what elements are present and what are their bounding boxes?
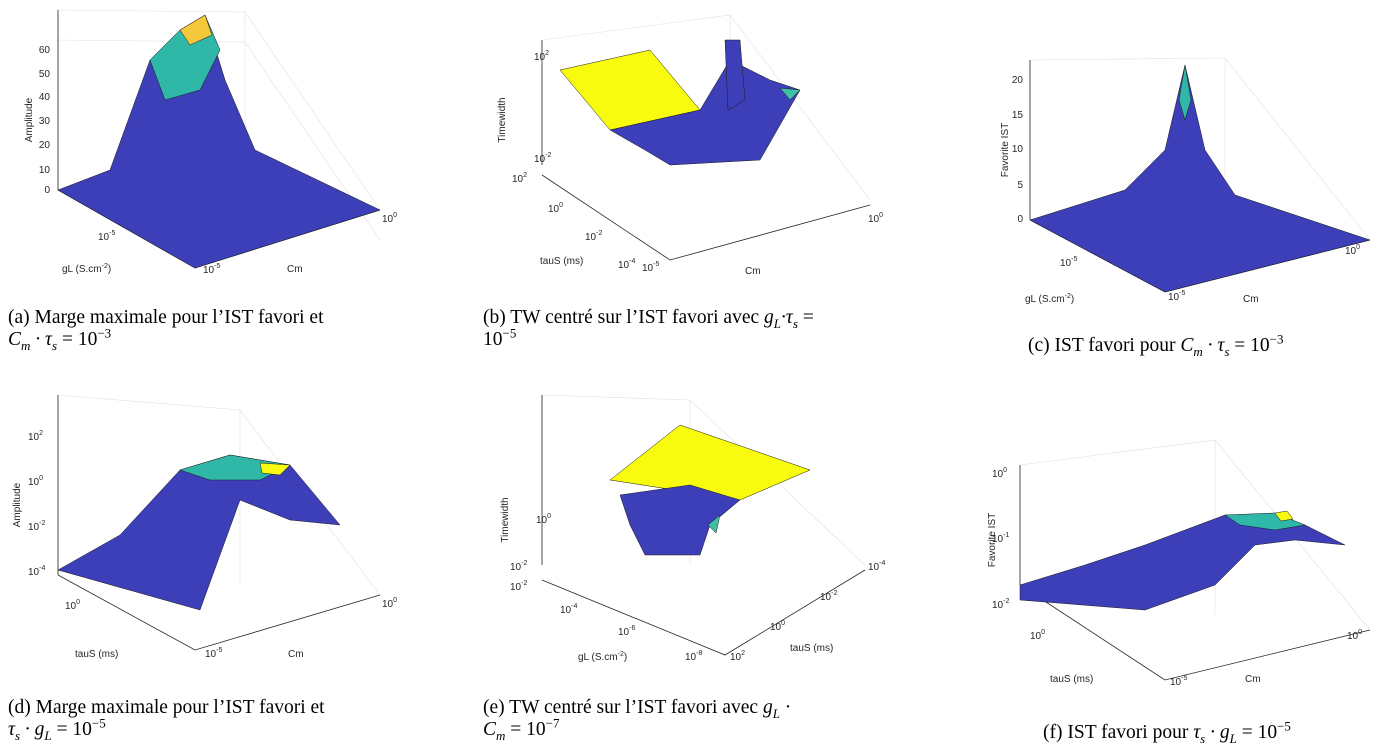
ylabel-e: tauS (ms) (790, 643, 833, 654)
svg-text:10-2: 10-2 (510, 560, 527, 573)
svg-text:10-2: 10-2 (534, 152, 551, 165)
svg-text:100: 100 (382, 597, 397, 610)
figure-f: 100 10-1 10-2 100 10-5 100 Favorite IST … (975, 385, 1387, 695)
zlabel-e: Timewidth (500, 497, 511, 542)
surface-plot-a: 0 10 20 30 40 50 60 Amplitude 10-5 10-5 … (24, 9, 397, 276)
svg-text:102: 102 (28, 430, 43, 443)
svg-text:10-5: 10-5 (205, 647, 222, 660)
svg-text:0: 0 (1017, 214, 1023, 225)
caption-e: (e) TW centré sur l’IST favori avec gL ·… (483, 697, 792, 743)
svg-text:30: 30 (39, 116, 51, 127)
ylabel-c: Cm (1243, 294, 1259, 305)
svg-text:20: 20 (1012, 75, 1024, 86)
surface-plot-c: 0 5 10 15 20 10-5 10-5 100 Favorite IST … (1000, 57, 1371, 305)
surface-e-flat (609, 424, 811, 501)
svg-text:100: 100 (1345, 244, 1360, 257)
xlabel-b: tauS (ms) (540, 256, 583, 267)
svg-text:15: 15 (1012, 110, 1024, 121)
zlabel-c: Favorite IST (1000, 123, 1011, 177)
ylabel-b: Cm (745, 266, 761, 277)
svg-text:10-6: 10-6 (618, 625, 635, 638)
svg-text:100: 100 (868, 212, 883, 225)
caption-f: (f) IST favori pour τs · gL = 10−5 (1043, 718, 1291, 746)
zlabel-f: Favorite IST (987, 513, 998, 567)
ytick-a-1: 100 (382, 212, 397, 225)
svg-text:10-4: 10-4 (28, 565, 45, 578)
svg-text:102: 102 (534, 50, 549, 63)
xlabel-a: gL (S.cm-2) (62, 263, 111, 275)
caption-a: (a) Marge maximale pour l’IST favori et … (8, 307, 324, 353)
svg-text:40: 40 (39, 92, 51, 103)
svg-text:10-2: 10-2 (992, 598, 1009, 611)
svg-text:102: 102 (730, 650, 745, 663)
svg-text:10-4: 10-4 (868, 560, 885, 573)
surface-f (1019, 514, 1346, 611)
surface-plot-f: 100 10-1 10-2 100 10-5 100 Favorite IST … (987, 439, 1371, 688)
caption-c: (c) IST favori pour Cm · τs = 10−3 (1028, 331, 1284, 359)
svg-text:100: 100 (770, 620, 785, 633)
svg-text:10-2: 10-2 (585, 230, 602, 243)
ytick-a-0: 10-5 (203, 263, 220, 276)
svg-text:50: 50 (39, 69, 51, 80)
surface-e-well (619, 484, 741, 556)
caption-d: (d) Marge maximale pour l’IST favori et … (8, 697, 325, 743)
xlabel-c: gL (S.cm-2) (1025, 293, 1074, 305)
figure-e: 100 10-2 10-2 10-4 10-6 10-8 102 100 10-… (470, 385, 900, 675)
surface-a (57, 14, 381, 269)
svg-text:100: 100 (536, 513, 551, 526)
figure-b: 102 10-2 102 100 10-2 10-4 10-5 100 Time… (470, 0, 900, 300)
surface-plot-e: 100 10-2 10-2 10-4 10-6 10-8 102 100 10-… (500, 394, 885, 663)
figure-a: 0 10 20 30 40 50 60 Amplitude 10-5 10-5 … (0, 0, 400, 300)
surface-d (57, 454, 341, 611)
svg-text:10-5: 10-5 (1168, 290, 1185, 303)
svg-text:60: 60 (39, 45, 51, 56)
surface-plot-b: 102 10-2 102 100 10-2 10-4 10-5 100 Time… (497, 14, 883, 277)
xlabel-f: tauS (ms) (1050, 674, 1093, 685)
svg-text:10-5: 10-5 (1170, 675, 1187, 688)
zlabel-a: Amplitude (24, 97, 35, 142)
svg-text:10-2: 10-2 (28, 520, 45, 533)
svg-text:5: 5 (1017, 180, 1023, 191)
svg-text:10-4: 10-4 (560, 603, 577, 616)
svg-text:10-5: 10-5 (1060, 256, 1077, 269)
surface-plot-d: 102 100 10-2 10-4 100 10-5 100 Amplitude… (12, 394, 397, 660)
caption-b: (b) TW centré sur l’IST favori avec gL·τ… (483, 307, 814, 350)
zlabel-b: Timewidth (497, 97, 508, 142)
surface-c (1029, 64, 1371, 293)
svg-text:10-1: 10-1 (992, 532, 1009, 545)
svg-text:10: 10 (39, 165, 51, 176)
svg-text:10-2: 10-2 (820, 590, 837, 603)
svg-text:100: 100 (1347, 629, 1362, 642)
zlabel-d: Amplitude (12, 482, 23, 527)
svg-text:102: 102 (512, 172, 527, 185)
xlabel-e: gL (S.cm-2) (578, 651, 627, 663)
svg-text:10-5: 10-5 (642, 261, 659, 274)
svg-text:100: 100 (28, 475, 43, 488)
xtick-a-0: 10-5 (98, 230, 115, 243)
svg-text:10-4: 10-4 (618, 258, 635, 271)
ylabel-a: Cm (287, 264, 303, 275)
figure-c: 0 5 10 15 20 10-5 10-5 100 Favorite IST … (975, 0, 1387, 320)
svg-text:10-2: 10-2 (510, 580, 527, 593)
svg-text:20: 20 (39, 140, 51, 151)
svg-text:10: 10 (1012, 144, 1024, 155)
xlabel-d: tauS (ms) (75, 649, 118, 660)
svg-text:10-8: 10-8 (685, 650, 702, 663)
figure-d: 102 100 10-2 10-4 100 10-5 100 Amplitude… (0, 385, 420, 675)
svg-text:100: 100 (992, 467, 1007, 480)
svg-text:100: 100 (548, 202, 563, 215)
ylabel-f: Cm (1245, 674, 1261, 685)
svg-text:0: 0 (44, 185, 50, 196)
ylabel-d: Cm (288, 649, 304, 660)
svg-text:100: 100 (65, 599, 80, 612)
svg-text:100: 100 (1030, 629, 1045, 642)
zticks-a: 0 10 20 30 40 50 60 (39, 45, 51, 196)
